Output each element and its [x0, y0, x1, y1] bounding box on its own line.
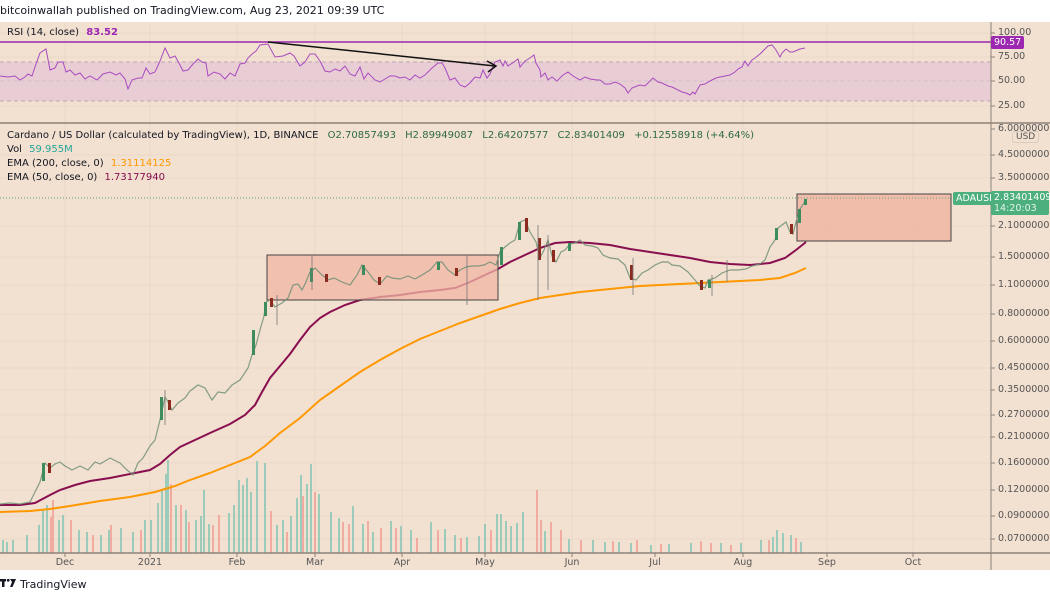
price-tick: 0.12000000 — [998, 484, 1050, 495]
time-label-aug: Aug — [733, 557, 753, 568]
tradingview-footer[interactable]: TradingView — [0, 578, 86, 591]
price-tick: 0.35000000 — [998, 384, 1050, 395]
time-label-2021: 2021 — [137, 557, 163, 568]
rsi-line — [0, 43, 806, 96]
price-tick: 0.80000000 — [998, 308, 1050, 319]
price-tick: 0.45000000 — [998, 362, 1050, 373]
time-axis-ticks — [64, 553, 914, 557]
price-tick: 1.50000000 — [998, 251, 1050, 262]
volume-legend[interactable]: Vol 59.955M — [7, 144, 73, 155]
target-rectangle[interactable] — [796, 193, 952, 242]
consolidation-rectangle[interactable] — [266, 254, 499, 301]
time-label-jun: Jun — [564, 557, 580, 568]
time-label-mar: Mar — [306, 557, 324, 568]
rsi-tick-75: 75.00 — [998, 51, 1026, 62]
tradingview-logo-icon — [0, 578, 16, 591]
time-label-feb: Feb — [228, 557, 246, 568]
price-tick: 1.10000000 — [998, 279, 1050, 290]
arrow-head-icon — [486, 60, 498, 73]
bar-countdown: 14:20:03 — [994, 203, 1037, 214]
ema50-legend[interactable]: EMA (50, close, 0) 1.73177940 — [7, 172, 165, 183]
price-tick: 0.09000000 — [998, 510, 1050, 521]
price-tick: 2.10000000 — [998, 220, 1050, 231]
rsi-legend[interactable]: RSI (14, close) 83.52 — [7, 27, 118, 38]
time-label-sep: Sep — [818, 557, 836, 568]
ema200-value: 1.31114125 — [110, 158, 172, 169]
rsi-legend-label: RSI (14, close) — [7, 27, 80, 38]
candlesticks — [0, 199, 807, 505]
price-tick: 0.07000000 — [998, 533, 1050, 544]
rsi-tick-100: 100.00 — [998, 27, 1032, 38]
rsi-band — [0, 62, 991, 101]
symbol-description: Cardano / US Dollar (calculated by Tradi… — [7, 130, 319, 141]
price-tick: 4.50000000 — [998, 149, 1050, 160]
price-tick: 0.27000000 — [998, 409, 1050, 420]
rsi-legend-value: 83.52 — [86, 27, 118, 38]
rsi-tick-50: 50.00 — [998, 75, 1026, 86]
price-tick: 0.16000000 — [998, 457, 1050, 468]
time-label-may: May — [475, 557, 495, 568]
ema50-value: 1.73177940 — [104, 172, 165, 183]
price-tick: 3.50000000 — [998, 172, 1050, 183]
rsi-current-tag: 90.57 — [991, 36, 1025, 49]
symbol-tag: ADAUSD — [953, 192, 1000, 205]
price-tick: 0.21000000 — [998, 431, 1050, 442]
currency-badge[interactable]: USD — [1012, 131, 1040, 143]
ema50-label: EMA (50, close, 0) — [7, 172, 98, 183]
time-label-oct: Oct — [904, 557, 922, 568]
ohlc-high: H2.89949087 — [405, 130, 474, 141]
time-label-jul: Jul — [649, 557, 661, 568]
volume-label: Vol — [7, 144, 22, 155]
ema200-legend[interactable]: EMA (200, close, 0) 1.31114125 — [7, 158, 171, 169]
ema200-line — [0, 267, 807, 513]
chart-background — [0, 22, 1050, 570]
price-tick: 6.00000000 — [998, 123, 1050, 134]
last-price-value: 2.83401409 — [994, 192, 1050, 203]
ohlc-close: C2.83401409 — [557, 130, 625, 141]
ema200-label: EMA (200, close, 0) — [7, 158, 104, 169]
price-tag: 2.83401409 14:20:03 — [991, 191, 1050, 215]
price-tick: 0.60000000 — [998, 335, 1050, 346]
axis-ticks — [991, 32, 995, 540]
ohlc-change: +0.12558918 (+4.64%) — [634, 130, 755, 141]
volume-bars — [2, 460, 802, 553]
rsi-divergence-arrow[interactable] — [267, 41, 496, 67]
rsi-tick-25: 25.00 — [998, 100, 1026, 111]
tradingview-wordmark: TradingView — [20, 578, 87, 591]
ohlc-open: O2.70857493 — [327, 130, 396, 141]
ohlc-low: L2.64207577 — [482, 130, 549, 141]
time-label-apr: Apr — [393, 557, 411, 568]
publisher-line: bitcoinwallah published on TradingView.c… — [0, 4, 385, 17]
time-label-dec: Dec — [55, 557, 75, 568]
volume-value: 59.955M — [29, 144, 73, 155]
ema50-line — [0, 240, 807, 506]
symbol-legend[interactable]: Cardano / US Dollar (calculated by Tradi… — [7, 130, 754, 141]
